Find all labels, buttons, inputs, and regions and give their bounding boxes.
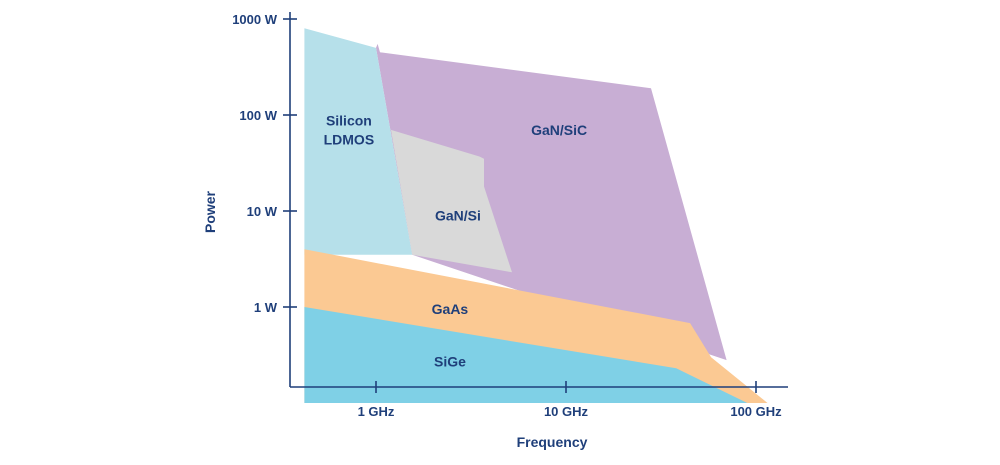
region-label: GaN/Si — [435, 207, 481, 223]
axes — [289, 12, 788, 388]
y-tick-label: 1 W — [254, 300, 278, 315]
y-axis-title: Power — [202, 190, 218, 233]
y-tick-label: 100 W — [239, 108, 277, 123]
region-layer — [304, 28, 768, 403]
region-label: Silicon — [326, 112, 372, 128]
region-label: SiGe — [434, 354, 466, 370]
x-tick-label: 100 GHz — [730, 404, 782, 419]
region-sige — [304, 307, 748, 403]
region-gan-si — [391, 129, 512, 273]
region-label: GaAs — [432, 301, 469, 317]
region-label-layer: GaN/SiC Silicon LDMOS GaN/Si GaAs SiGe — [324, 112, 588, 369]
tick-layer: 1 GHz 10 GHz 100 GHz 1 W 10 W 100 W 1000 W — [232, 12, 782, 419]
region-gan-sic — [376, 43, 727, 361]
x-axis-title: Frequency — [517, 434, 588, 450]
region-label: GaN/SiC — [531, 122, 587, 138]
y-tick-label: 1000 W — [232, 12, 278, 27]
y-tick-label: 10 W — [247, 204, 278, 219]
region-silicon-ldmos — [304, 28, 413, 255]
region-label: LDMOS — [324, 131, 375, 147]
x-tick-label: 1 GHz — [358, 404, 395, 419]
x-tick-label: 10 GHz — [544, 404, 589, 419]
